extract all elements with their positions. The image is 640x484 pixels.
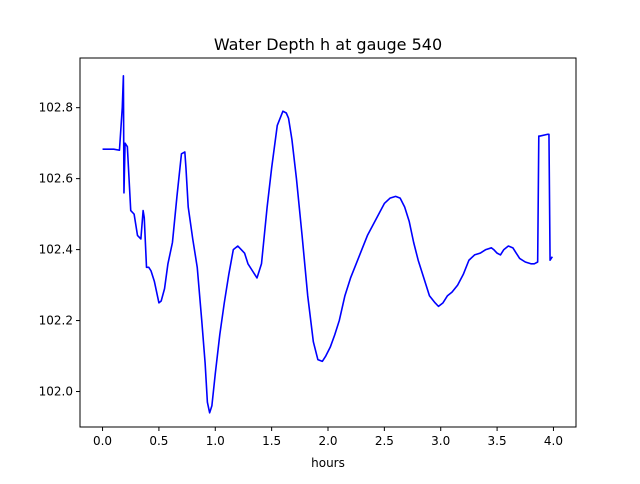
y-tick-label: 102.0 xyxy=(39,385,73,399)
x-tick-label: 3.5 xyxy=(488,434,507,448)
y-tick-label: 102.2 xyxy=(39,314,73,328)
x-tick-label: 1.0 xyxy=(206,434,225,448)
x-tick-label: 3.0 xyxy=(431,434,450,448)
y-tick-label: 102.8 xyxy=(39,101,73,115)
series-line-0 xyxy=(102,74,554,414)
y-axis: 102.0 102.2 102.4 102.6 102.8 xyxy=(39,101,80,399)
chart-title: Water Depth h at gauge 540 xyxy=(214,35,442,54)
x-tick-label: 0.5 xyxy=(149,434,168,448)
x-tick-label: 2.5 xyxy=(375,434,394,448)
x-tick-label: 0.0 xyxy=(93,434,112,448)
x-axis: 0.0 0.5 1.0 1.5 2.0 2.5 3.0 3.5 4.0 xyxy=(93,427,563,448)
y-tick-label: 102.6 xyxy=(39,172,73,186)
y-tick-label: 102.4 xyxy=(39,243,73,257)
x-tick-label: 4.0 xyxy=(544,434,563,448)
x-tick-label: 1.5 xyxy=(262,434,281,448)
x-tick-label: 2.0 xyxy=(318,434,337,448)
plot-series xyxy=(102,74,554,414)
x-axis-label: hours xyxy=(311,456,345,470)
